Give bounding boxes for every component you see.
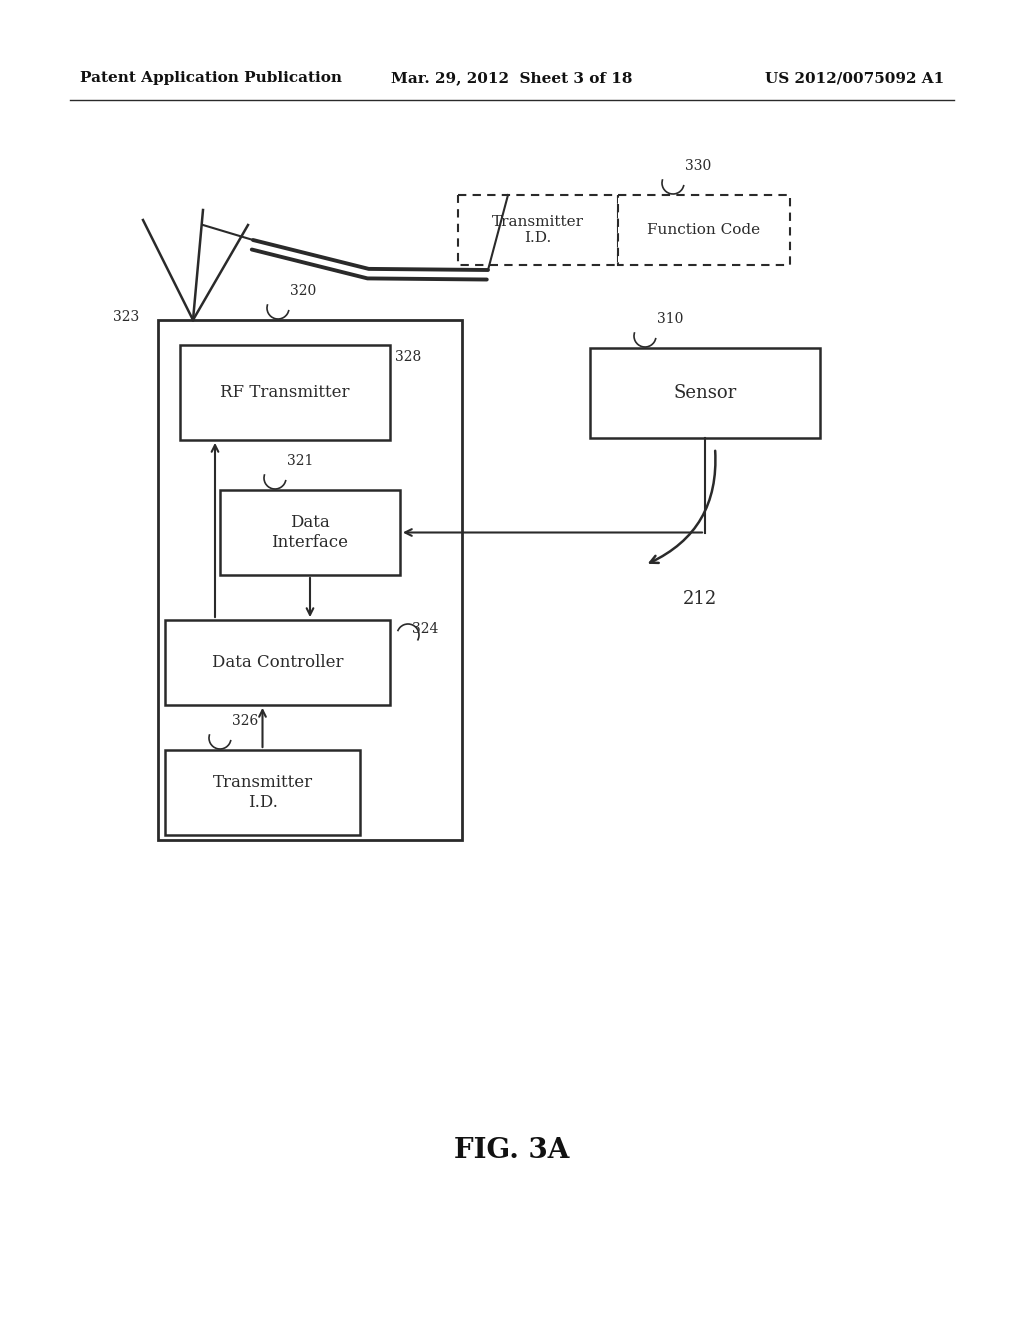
Text: 326: 326 bbox=[232, 714, 258, 729]
Bar bbox=[158, 319, 462, 840]
Text: Transmitter
I.D.: Transmitter I.D. bbox=[212, 775, 312, 810]
Bar bbox=[180, 345, 390, 440]
Text: 310: 310 bbox=[657, 312, 683, 326]
Text: Data Controller: Data Controller bbox=[212, 653, 343, 671]
Text: 330: 330 bbox=[685, 158, 712, 173]
Text: Function Code: Function Code bbox=[647, 223, 761, 238]
Text: 324: 324 bbox=[412, 622, 438, 636]
Text: Transmitter
I.D.: Transmitter I.D. bbox=[492, 215, 584, 246]
Bar bbox=[590, 348, 820, 438]
Text: Patent Application Publication: Patent Application Publication bbox=[80, 71, 342, 84]
Text: US 2012/0075092 A1: US 2012/0075092 A1 bbox=[765, 71, 944, 84]
Text: 323: 323 bbox=[113, 310, 139, 323]
Text: 321: 321 bbox=[287, 454, 313, 469]
Text: 212: 212 bbox=[683, 590, 717, 609]
Bar bbox=[618, 195, 790, 265]
Text: Data
Interface: Data Interface bbox=[271, 515, 348, 550]
Text: 328: 328 bbox=[395, 350, 421, 364]
Text: FIG. 3A: FIG. 3A bbox=[455, 1137, 569, 1163]
Bar bbox=[458, 195, 618, 265]
Bar bbox=[165, 620, 390, 705]
Bar bbox=[220, 490, 400, 576]
Text: 320: 320 bbox=[290, 284, 316, 298]
Text: RF Transmitter: RF Transmitter bbox=[220, 384, 350, 401]
Text: Mar. 29, 2012  Sheet 3 of 18: Mar. 29, 2012 Sheet 3 of 18 bbox=[391, 71, 633, 84]
Text: Sensor: Sensor bbox=[674, 384, 736, 403]
Bar bbox=[165, 750, 360, 836]
